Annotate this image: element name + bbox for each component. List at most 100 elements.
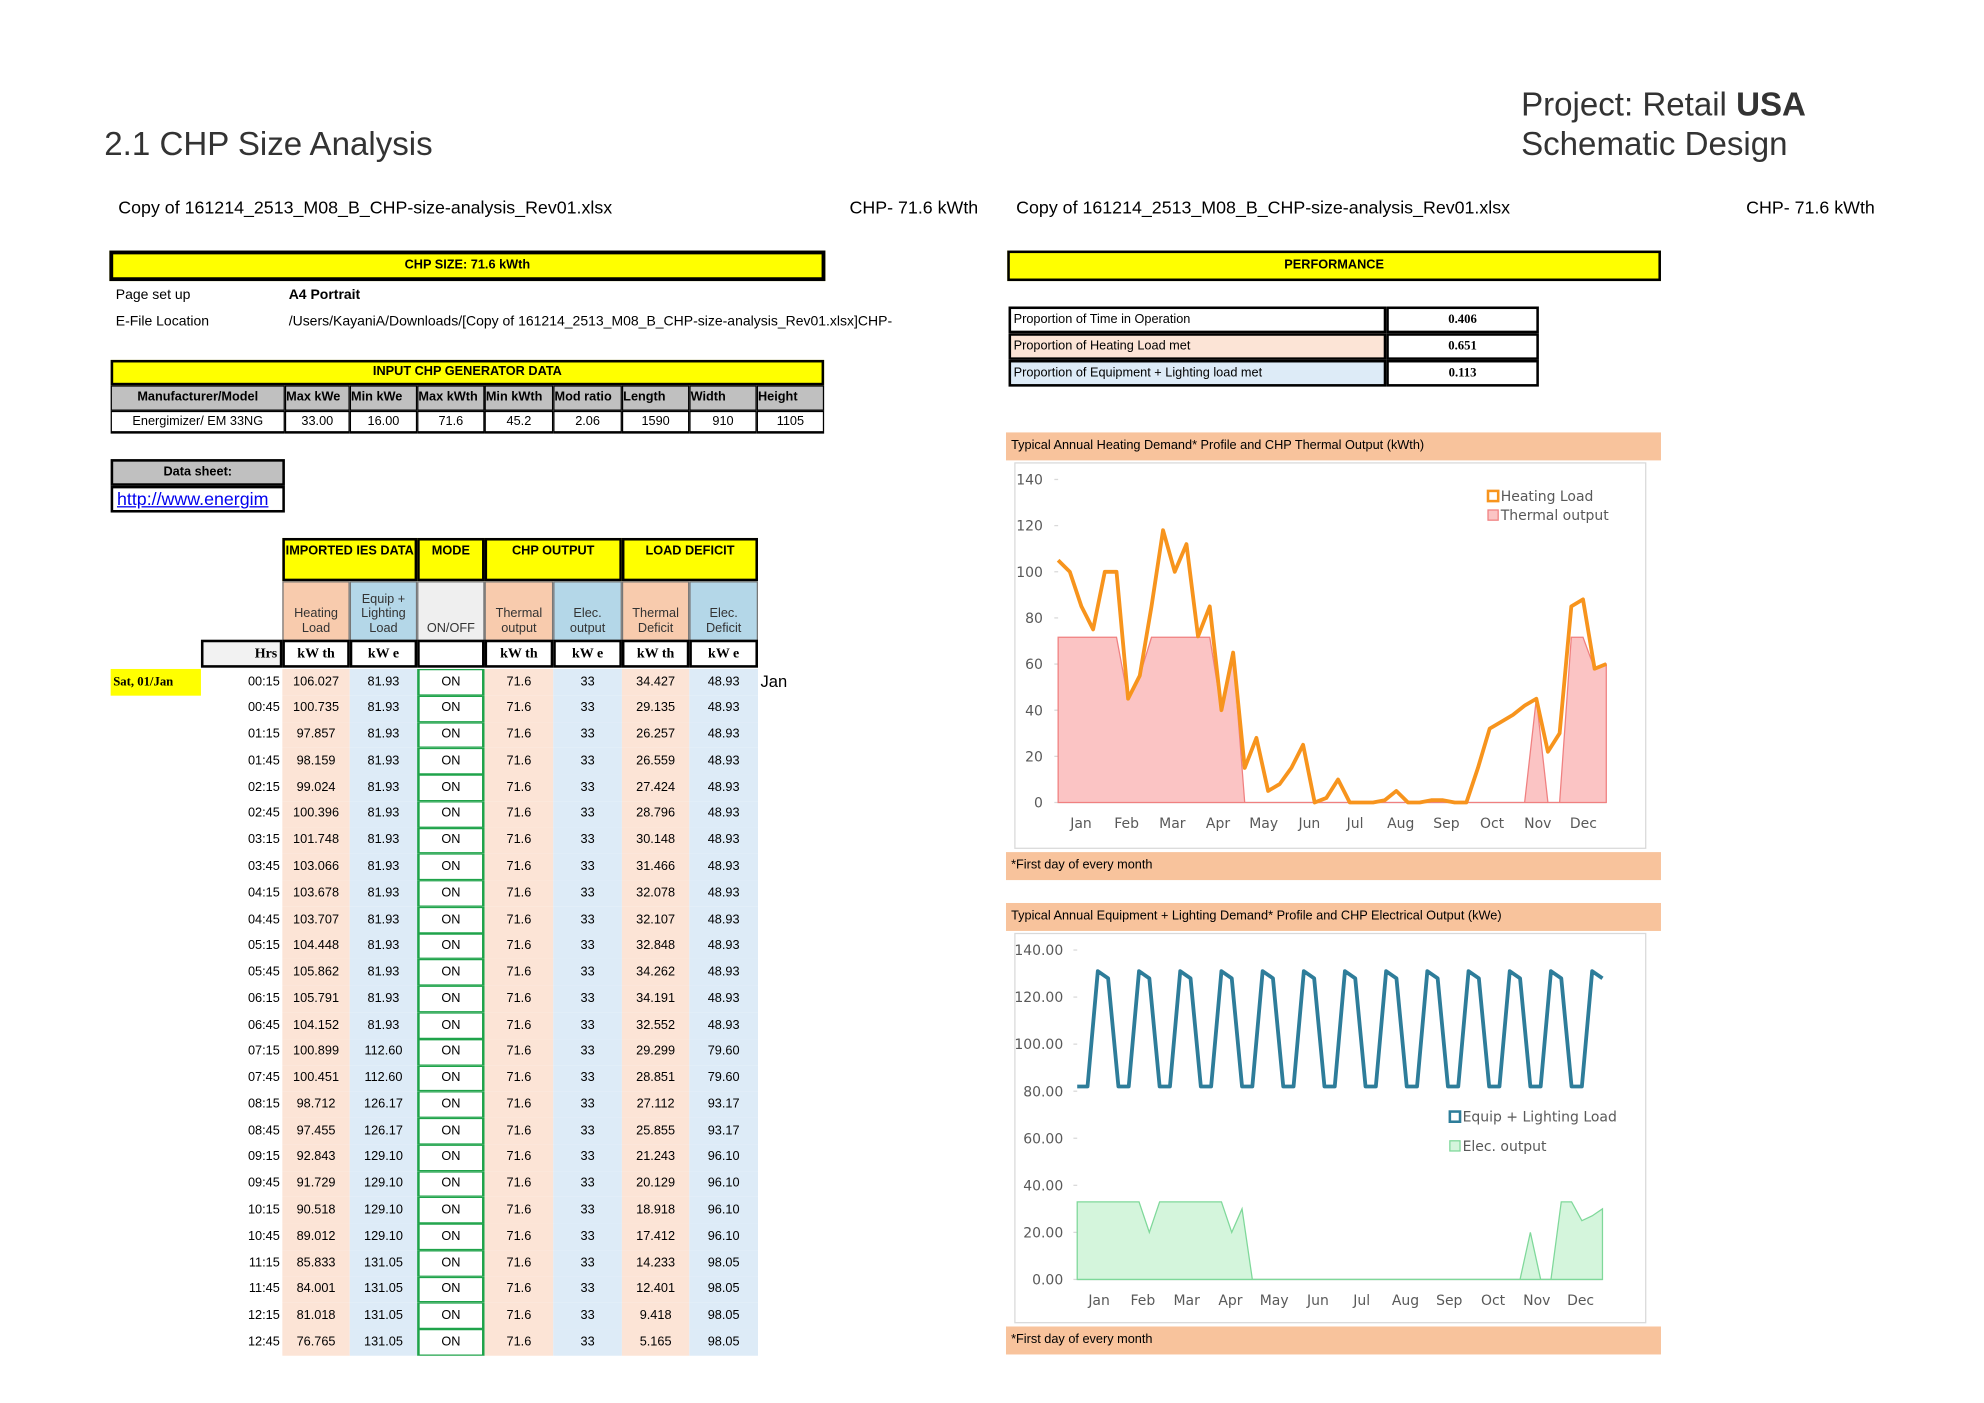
x-tick-label: Dec <box>1567 1293 1594 1309</box>
table-cell: 81.93 <box>349 933 418 960</box>
table-cell: 71.6 <box>484 668 554 696</box>
table-cell: 71.6 <box>484 1197 554 1224</box>
table-cell: 33 <box>553 853 622 881</box>
table-cell: 112.60 <box>349 1038 418 1066</box>
table-cell: 33 <box>553 933 622 960</box>
table-cell: 100.396 <box>282 801 350 828</box>
day-label: Sat, 01/Jan <box>110 668 201 696</box>
table-cell: ON <box>417 853 485 881</box>
table-cell: 81.93 <box>349 721 418 749</box>
generator-cell: 2.06 <box>553 410 622 434</box>
table-cell: 5.165 <box>621 1329 690 1356</box>
legend-swatch <box>1486 489 1500 503</box>
legend-label: Heating Load <box>1501 489 1594 505</box>
x-tick-label: Jan <box>1087 1293 1110 1309</box>
generator-header: Mod ratio <box>553 385 622 411</box>
table-cell: 33 <box>553 827 622 854</box>
table-cell: 29.135 <box>621 695 690 722</box>
datasheet-link[interactable]: http://www.energim <box>110 485 285 513</box>
table-cell: ON <box>417 959 485 986</box>
table-cell: 131.05 <box>349 1276 418 1303</box>
time-cell: 08:15 <box>247 1097 280 1112</box>
table-cell: 28.851 <box>621 1065 690 1092</box>
x-tick-label: Aug <box>1392 1293 1419 1309</box>
x-tick-label: Jul <box>1352 1293 1370 1309</box>
table-cell: 33 <box>553 880 622 907</box>
table-cell: 91.729 <box>282 1170 350 1198</box>
x-tick-label: Jun <box>1297 816 1320 832</box>
table-cell: 18.918 <box>621 1197 690 1224</box>
time-cell: 03:15 <box>247 833 280 848</box>
y-tick-label: 140 <box>1016 473 1043 489</box>
table-cell: 98.712 <box>282 1091 350 1119</box>
table-cell: 96.10 <box>689 1170 758 1198</box>
table-cell: 98.05 <box>689 1276 758 1303</box>
table-cell: ON <box>417 1170 485 1198</box>
table-cell: 81.93 <box>349 906 418 934</box>
table-cell: 100.451 <box>282 1065 350 1092</box>
x-tick-label: Aug <box>1387 816 1414 832</box>
chart-footnote: *First day of every month <box>1005 852 1661 881</box>
x-tick-label: Feb <box>1114 816 1139 832</box>
column-header: Equip + Lighting Load <box>349 581 418 641</box>
time-cell: 00:45 <box>247 701 280 716</box>
table-cell: 33 <box>553 959 622 986</box>
table-cell: ON <box>417 748 485 775</box>
file-name: Copy of 161214_2513_M08_B_CHP-size-analy… <box>118 197 613 218</box>
unit-cell: kW th <box>282 639 350 668</box>
unit-cell: kW e <box>349 639 418 668</box>
table-cell: 48.93 <box>689 959 758 986</box>
table-cell: 33 <box>553 1144 622 1171</box>
table-cell: ON <box>417 1302 485 1330</box>
table-cell: ON <box>417 1038 485 1066</box>
column-header: Thermal Deficit <box>621 581 690 641</box>
table-cell: 17.412 <box>621 1223 690 1251</box>
table-cell: 34.191 <box>621 985 690 1013</box>
group-header: MODE <box>417 537 485 582</box>
column-header: Elec. Deficit <box>689 581 758 641</box>
x-tick-label: Oct <box>1481 1293 1506 1309</box>
unit-cell: kW e <box>553 639 622 668</box>
table-cell: ON <box>417 1329 485 1356</box>
table-cell: 131.05 <box>349 1329 418 1356</box>
x-tick-label: Mar <box>1173 1293 1200 1309</box>
table-cell: 33 <box>553 1091 622 1119</box>
column-header: Elec. output <box>553 581 622 641</box>
table-cell: 92.843 <box>282 1144 350 1171</box>
table-cell: ON <box>417 933 485 960</box>
table-cell: ON <box>417 801 485 828</box>
table-cell: ON <box>417 668 485 696</box>
table-cell: 103.066 <box>282 853 350 881</box>
table-cell: ON <box>417 1012 485 1039</box>
table-cell: 99.024 <box>282 774 350 802</box>
performance-label: Proportion of Time in Operation <box>1008 306 1387 334</box>
x-tick-label: May <box>1260 1293 1289 1309</box>
table-cell: 33 <box>553 1276 622 1303</box>
legend-swatch <box>1487 509 1499 521</box>
x-tick-label: Dec <box>1570 816 1597 832</box>
table-cell: 12.401 <box>621 1276 690 1303</box>
performance-value: 0.651 <box>1386 333 1539 360</box>
table-cell: ON <box>417 1118 485 1145</box>
x-tick-label: Sep <box>1433 816 1459 832</box>
chart-footnote: *First day of every month <box>1005 1326 1661 1355</box>
time-cell: 02:45 <box>247 806 280 821</box>
table-cell: 79.60 <box>689 1038 758 1066</box>
table-cell: 71.6 <box>484 1276 554 1303</box>
performance-value: 0.406 <box>1386 306 1539 334</box>
time-cell: 10:45 <box>247 1229 280 1244</box>
x-tick-label: Jul <box>1346 816 1364 832</box>
time-cell: 06:15 <box>247 991 280 1006</box>
project-name: USA <box>1736 85 1806 124</box>
page-title: 2.1 CHP Size Analysis <box>104 124 433 163</box>
time-cell: 07:15 <box>247 1044 280 1059</box>
group-header: IMPORTED IES DATA <box>282 537 418 582</box>
time-cell: 09:15 <box>247 1150 280 1165</box>
time-cell: 04:15 <box>247 886 280 901</box>
column-header: Heating Load <box>282 581 350 641</box>
table-cell: 29.299 <box>621 1038 690 1066</box>
table-cell: 28.796 <box>621 801 690 828</box>
unit-cell: kW th <box>621 639 690 668</box>
chp-size-label: CHP- 71.6 kWth <box>1746 197 1875 218</box>
line <box>1056 528 1607 805</box>
